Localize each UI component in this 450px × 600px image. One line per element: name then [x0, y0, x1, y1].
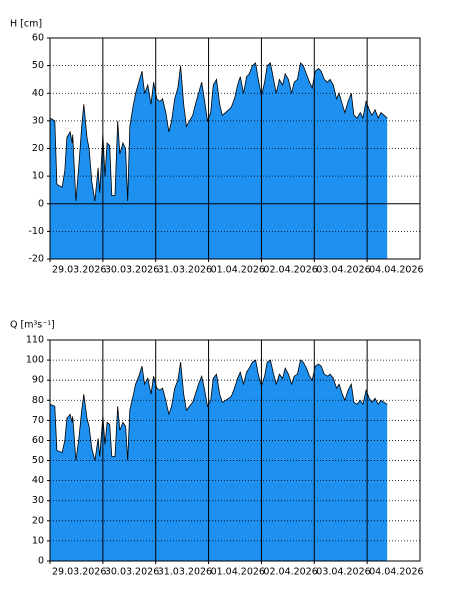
x-tick-label: 03.04.2026 [316, 265, 370, 276]
area-line [49, 359, 388, 461]
y-tick-label: -10 [28, 226, 44, 237]
x-tick-label: 01.04.2026 [211, 567, 265, 578]
area-line [49, 62, 388, 202]
y-tick-label: 90 [32, 375, 44, 386]
y-tick-label: 10 [32, 535, 44, 546]
y-tick-label: -20 [28, 254, 44, 265]
x-tick-label: 31.03.2026 [158, 265, 212, 276]
y-tick-label: 20 [32, 143, 44, 154]
y-tick-label: 110 [26, 335, 44, 346]
x-tick-label: 04.04.2026 [369, 567, 423, 578]
y-tick-label: 30 [32, 495, 44, 506]
area-fill [50, 62, 388, 260]
y-axis-title: Q [m³s⁻¹] [10, 320, 55, 331]
y-tick-label: 80 [32, 395, 44, 406]
x-tick-label: 03.04.2026 [316, 567, 370, 578]
x-tick-label: 30.03.2026 [105, 265, 159, 276]
y-tick-label: 30 [32, 115, 44, 126]
x-tick-label: 04.04.2026 [369, 265, 423, 276]
x-tick-label: 02.04.2026 [263, 265, 317, 276]
x-tick-label: 02.04.2026 [263, 567, 317, 578]
x-tick-label: 31.03.2026 [158, 567, 212, 578]
x-tick-label: 01.04.2026 [211, 265, 265, 276]
y-tick-label: 0 [38, 198, 44, 209]
y-tick-label: 50 [32, 60, 44, 71]
plot-border [49, 37, 421, 260]
x-tick-label: 29.03.2026 [52, 567, 106, 578]
y-axis-title: H [cm] [10, 19, 42, 30]
x-tick-label: 29.03.2026 [52, 265, 106, 276]
chart: 0 10 20 30 40 50 60 70 80 90 100 110 29.03.202630.03… [10, 320, 424, 578]
y-tick-label: 40 [32, 475, 44, 486]
y-tick-label: 10 [32, 171, 44, 182]
y-tick-label: 50 [32, 455, 44, 466]
y-tick-label: 60 [32, 435, 44, 446]
y-tick-label: 60 [32, 33, 44, 44]
y-tick-label: 0 [38, 556, 44, 567]
chart: -20 -10 0 10 20 30 40 50 60 29.03.202630.03.20263… [10, 19, 424, 276]
plot-border [49, 339, 421, 562]
y-tick-label: 100 [26, 355, 44, 366]
y-tick-label: 70 [32, 415, 44, 426]
x-tick-label: 30.03.2026 [105, 567, 159, 578]
y-tick-label: 40 [32, 88, 44, 99]
y-tick-label: 20 [32, 515, 44, 526]
